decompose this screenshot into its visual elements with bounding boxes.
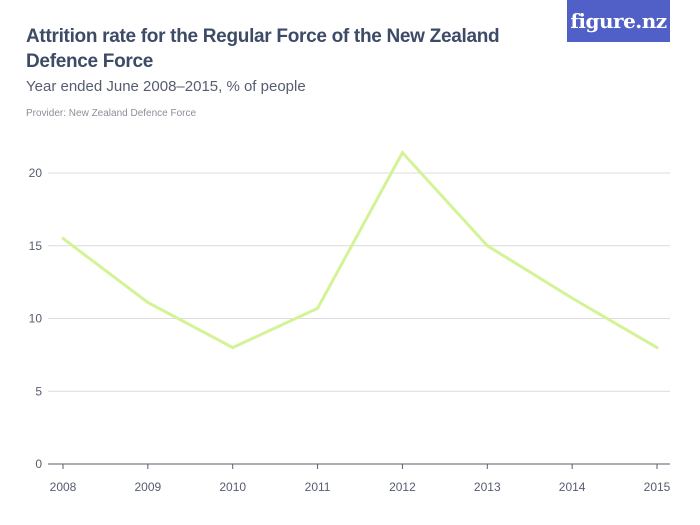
- provider-label: Provider: New Zealand Defence Force: [26, 108, 197, 119]
- y-tick-label: 0: [35, 457, 42, 471]
- chart-title: Attrition rate for the Regular Force of …: [26, 26, 500, 72]
- data-point: [316, 306, 320, 310]
- x-tick-label: 2015: [644, 480, 671, 494]
- data-point: [485, 244, 489, 248]
- x-tick-label: 2013: [474, 480, 501, 494]
- x-tick-label: 2009: [135, 480, 162, 494]
- y-tick-label: 5: [35, 384, 42, 398]
- data-point: [146, 300, 150, 304]
- figure-nz-logo[interactable]: figure.nz: [567, 0, 670, 42]
- x-tick-label: 2008: [50, 480, 77, 494]
- y-tick-label: 10: [29, 312, 43, 326]
- chart-subtitle: Year ended June 2008–2015, % of people: [26, 78, 306, 95]
- x-tick-label: 2014: [559, 480, 586, 494]
- x-tick-label: 2011: [305, 480, 331, 494]
- x-tick-label: 2010: [219, 480, 246, 494]
- data-point: [400, 151, 404, 155]
- data-point: [655, 346, 659, 350]
- data-point: [61, 236, 65, 240]
- y-tick-label: 15: [29, 239, 43, 253]
- x-tick-label: 2012: [389, 480, 416, 494]
- data-point: [570, 296, 574, 300]
- data-point: [231, 346, 235, 350]
- series-line: [62, 150, 658, 350]
- y-tick-label: 20: [29, 166, 43, 180]
